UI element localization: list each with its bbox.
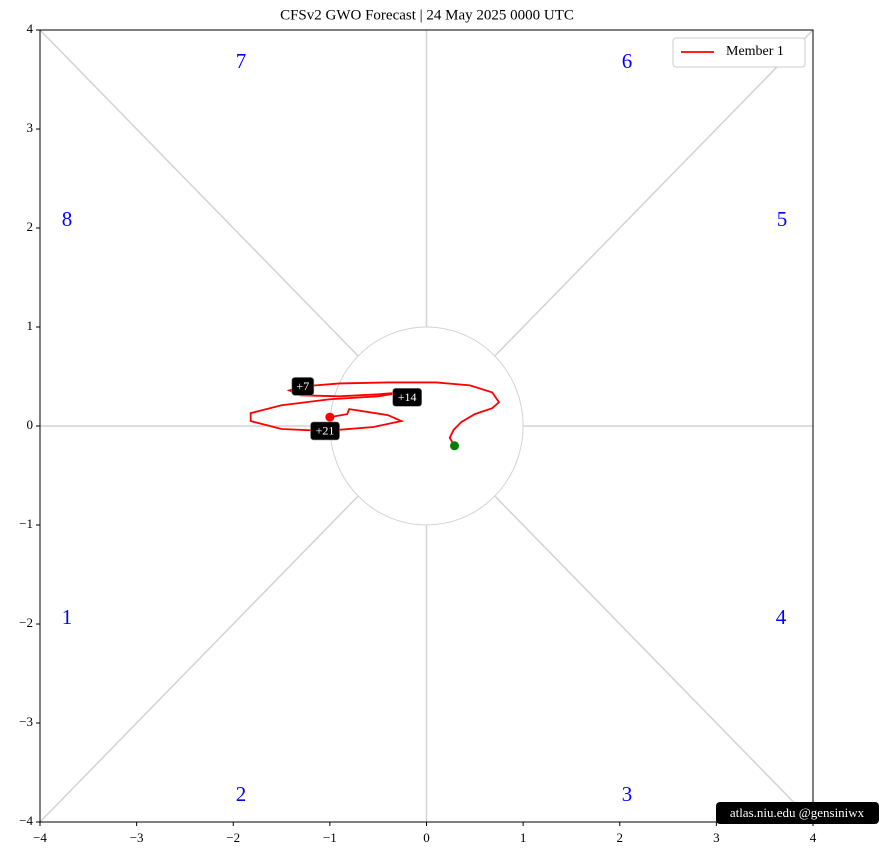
chart-title: CFSv2 GWO Forecast | 24 May 2025 0000 UT…: [280, 7, 574, 23]
y-tick-label: 1: [27, 318, 34, 333]
annotation-box: [291, 377, 315, 396]
phase-divider: [494, 29, 814, 357]
phase-label: 2: [236, 782, 247, 806]
x-tick-label: −2: [226, 830, 240, 845]
y-tick-label: −2: [19, 615, 33, 630]
legend-box: [672, 37, 806, 68]
end-point: [325, 412, 335, 422]
y-tick-label: 2: [27, 219, 34, 234]
trajectory: [249, 381, 501, 447]
phase-label: 8: [62, 207, 73, 231]
phase-label: 7: [236, 49, 247, 73]
phase-label: 5: [777, 207, 788, 231]
phase-label: 1: [62, 605, 73, 629]
watermark-box: [716, 802, 879, 824]
x-tick-label: −1: [323, 830, 337, 845]
annotation: +14: [392, 387, 422, 407]
annotation-label: +21: [316, 424, 335, 438]
x-tick-label: 4: [810, 830, 817, 845]
annotation-label: +14: [398, 390, 417, 404]
y-tick-label: −1: [19, 516, 33, 531]
annotation: +7: [291, 377, 315, 396]
x-tick-label: 1: [520, 830, 527, 845]
phase-label: 3: [622, 782, 633, 806]
watermark: atlas.niu.edu @gensiniwx: [730, 805, 865, 820]
legend-label: Member 1: [726, 44, 784, 59]
start-point: [450, 441, 460, 451]
y-tick-label: −4: [19, 813, 33, 828]
y-tick-label: 0: [27, 417, 34, 432]
annotation-box: [310, 421, 340, 441]
annotation-label: +7: [296, 379, 309, 393]
phase-label: 4: [776, 605, 787, 629]
x-tick-label: 0: [423, 830, 430, 845]
x-tick-label: 3: [713, 830, 720, 845]
phase-label: 6: [622, 49, 633, 73]
phase-divider: [39, 495, 359, 823]
y-tick-label: 4: [27, 21, 34, 36]
y-tick-label: 3: [27, 120, 34, 135]
phase-divider: [494, 495, 814, 823]
annotation: +21: [310, 421, 340, 441]
x-tick-label: −3: [130, 830, 144, 845]
annotation-box: [392, 387, 422, 407]
phase-divider: [39, 29, 359, 357]
y-tick-label: −3: [19, 714, 33, 729]
x-tick-label: 2: [617, 830, 624, 845]
x-tick-label: −4: [33, 830, 47, 845]
